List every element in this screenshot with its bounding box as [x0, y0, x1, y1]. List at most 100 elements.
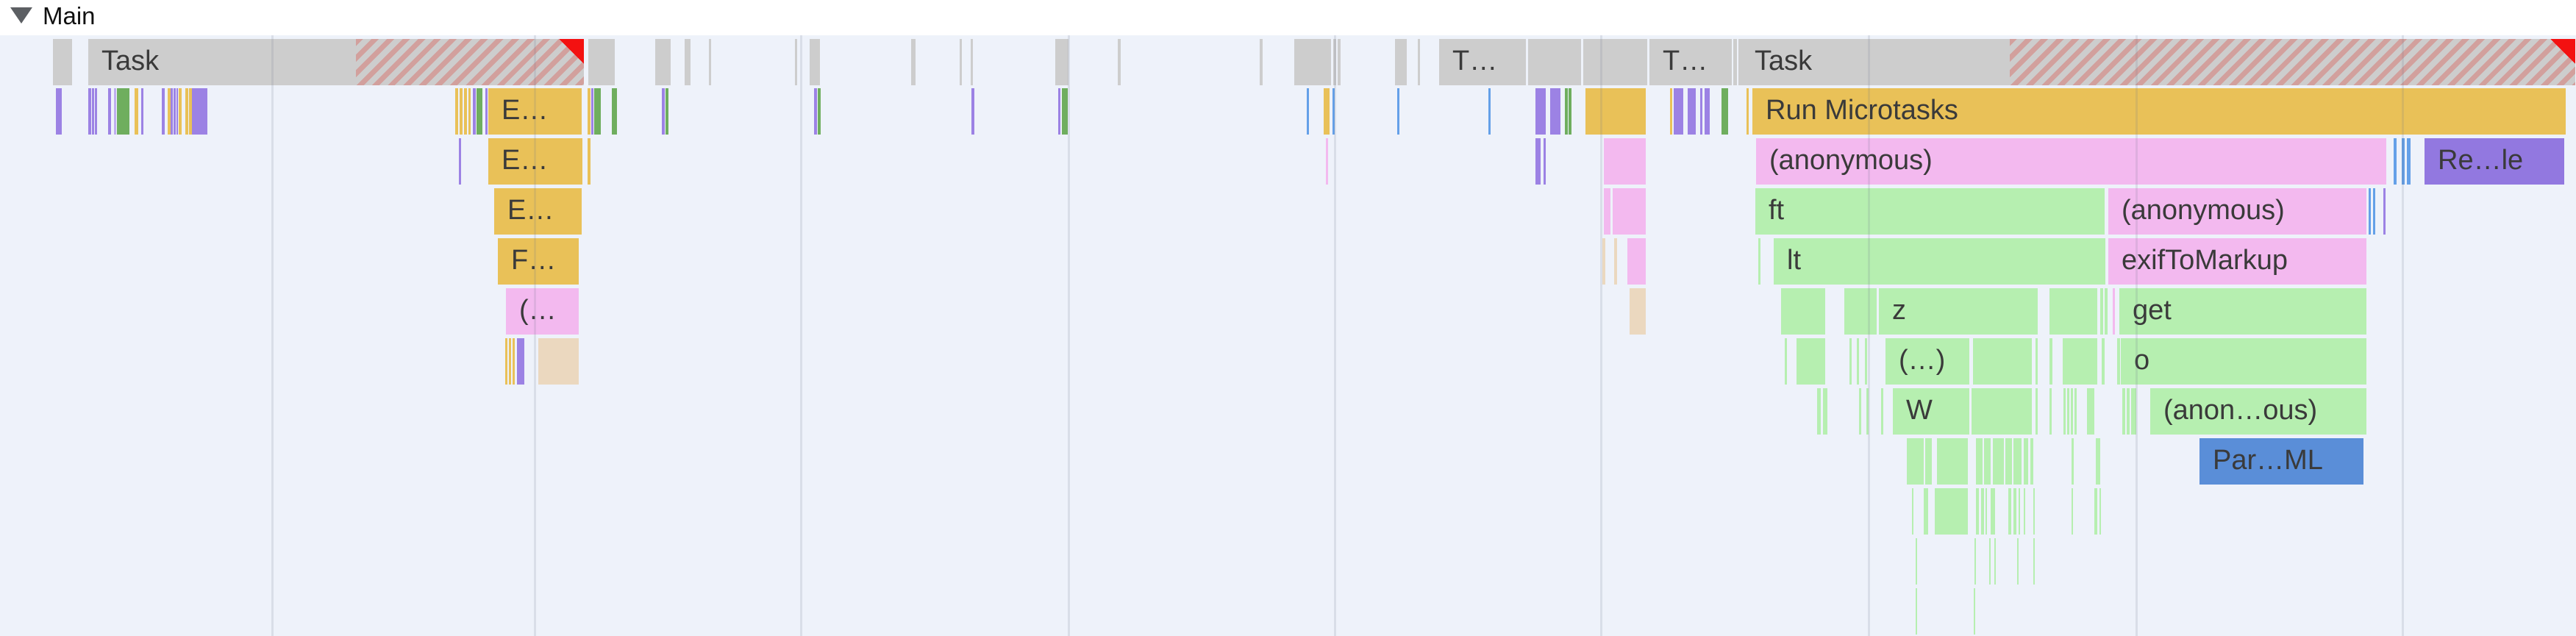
flame-sliver[interactable]	[2131, 388, 2136, 435]
flame-sliver[interactable]	[1700, 88, 1702, 135]
flame-sliver[interactable]	[2117, 338, 2120, 385]
task-bar[interactable]	[810, 39, 820, 85]
flame-sliver[interactable]	[2005, 438, 2012, 485]
flame-sliver[interactable]	[1332, 88, 1335, 135]
flame-sliver[interactable]	[1912, 488, 1913, 535]
flame-sliver[interactable]	[1865, 338, 1867, 385]
frame-anonymous[interactable]: (anonymous)	[1756, 138, 2386, 185]
flame-sliver[interactable]	[1688, 88, 1696, 135]
frame-e[interactable]: E…	[488, 88, 582, 135]
flame-sliver[interactable]	[2049, 338, 2052, 385]
task-bar[interactable]	[53, 39, 72, 85]
frame-anon-ous[interactable]: (anon…ous)	[2150, 388, 2366, 435]
flame-sliver[interactable]	[2122, 388, 2125, 435]
frame-frame[interactable]: (…)	[1885, 338, 1969, 385]
flame-sliver[interactable]	[1324, 88, 1330, 135]
flame-sliver[interactable]	[92, 88, 94, 135]
flame-sliver[interactable]	[594, 88, 601, 135]
flame-sliver[interactable]	[1881, 388, 1883, 435]
flame-sliver[interactable]	[1924, 488, 1928, 535]
flame-sliver[interactable]	[459, 138, 461, 185]
flame-sliver[interactable]	[1585, 88, 1646, 135]
flame-sliver[interactable]	[117, 88, 129, 135]
flame-sliver[interactable]	[2113, 288, 2115, 335]
flame-sliver[interactable]	[1604, 138, 1646, 185]
frame-e[interactable]: E…	[488, 138, 582, 185]
frame-task[interactable]: Task	[88, 39, 584, 85]
flame-sliver[interactable]	[135, 88, 138, 135]
flame-sliver[interactable]	[2024, 438, 2028, 485]
flame-sliver[interactable]	[1326, 138, 1328, 185]
task-bar[interactable]	[1055, 39, 1068, 85]
flame-sliver[interactable]	[1550, 88, 1560, 135]
flame-sliver[interactable]	[2071, 388, 2073, 435]
flame-sliver[interactable]	[1569, 88, 1571, 135]
flame-sliver[interactable]	[95, 88, 97, 135]
flame-sliver[interactable]	[1705, 88, 1710, 135]
flame-sliver[interactable]	[1823, 388, 1827, 435]
frame-run-microtasks[interactable]: Run Microtasks	[1752, 88, 2566, 135]
flame-sliver[interactable]	[176, 88, 178, 135]
flame-sliver[interactable]	[1993, 438, 2004, 485]
flame-sliver[interactable]	[1907, 438, 1924, 485]
flame-sliver[interactable]	[588, 88, 591, 135]
collapse-arrow-icon[interactable]	[10, 7, 32, 24]
flame-sliver[interactable]	[168, 88, 171, 135]
flame-sliver[interactable]	[2019, 488, 2020, 535]
frame-re-le[interactable]: Re…le	[2425, 138, 2564, 185]
flame-sliver[interactable]	[1785, 338, 1787, 385]
flame-sliver[interactable]	[538, 338, 579, 385]
flame-sliver[interactable]	[1565, 88, 1568, 135]
frame-t[interactable]: T…	[1649, 39, 1732, 85]
flame-sliver[interactable]	[1925, 438, 1932, 485]
flame-sliver[interactable]	[2036, 388, 2038, 435]
flame-sliver[interactable]	[108, 88, 111, 135]
flame-sliver[interactable]	[1722, 88, 1728, 135]
flame-sliver[interactable]	[1849, 338, 1852, 385]
task-bar[interactable]	[1333, 39, 1336, 85]
flame-sliver[interactable]	[88, 88, 91, 135]
frame-task[interactable]: Task	[1741, 39, 2575, 85]
flame-sliver[interactable]	[56, 88, 62, 135]
task-bar[interactable]	[1583, 39, 1647, 85]
flame-sliver[interactable]	[2008, 488, 2011, 535]
frame-t[interactable]: T…	[1439, 39, 1526, 85]
flame-sliver[interactable]	[2033, 538, 2035, 585]
flame-sliver[interactable]	[1976, 438, 1983, 485]
flame-sliver[interactable]	[1544, 138, 1546, 185]
flame-sliver[interactable]	[2087, 388, 2094, 435]
flame-sliver[interactable]	[1613, 188, 1646, 235]
flame-sliver[interactable]	[2036, 338, 2038, 385]
flame-sliver[interactable]	[460, 88, 463, 135]
flame-sliver[interactable]	[2063, 388, 2066, 435]
flame-sliver[interactable]	[1627, 238, 1646, 285]
flame-sliver[interactable]	[513, 338, 515, 385]
flame-sliver[interactable]	[1935, 488, 1968, 535]
flame-sliver[interactable]	[171, 88, 173, 135]
flame-sliver[interactable]	[1758, 238, 1760, 285]
flame-sliver[interactable]	[818, 88, 821, 135]
flame-sliver[interactable]	[1630, 288, 1646, 335]
flame-sliver[interactable]	[1604, 188, 1610, 235]
frame-e[interactable]: E…	[494, 188, 582, 235]
frame-o[interactable]: o	[2121, 338, 2366, 385]
task-bar[interactable]	[588, 39, 615, 85]
flame-sliver[interactable]	[666, 88, 668, 135]
flame-sliver[interactable]	[2033, 488, 2035, 535]
frame-par-ml[interactable]: Par…ML	[2199, 438, 2363, 485]
flame-sliver[interactable]	[588, 138, 591, 185]
flame-sliver[interactable]	[174, 88, 176, 135]
flame-sliver[interactable]	[2049, 288, 2097, 335]
flame-sliver[interactable]	[192, 88, 207, 135]
frame-get[interactable]: get	[2119, 288, 2366, 335]
flame-sliver[interactable]	[1866, 388, 1869, 435]
flame-sliver[interactable]	[2074, 388, 2077, 435]
flame-sliver[interactable]	[1937, 438, 1968, 485]
flame-sliver[interactable]	[2407, 138, 2411, 185]
flame-sliver[interactable]	[1307, 88, 1309, 135]
flame-sliver[interactable]	[1614, 238, 1617, 285]
task-bar[interactable]	[1733, 39, 1737, 85]
flame-sliver[interactable]	[1674, 88, 1683, 135]
flame-sliver[interactable]	[971, 88, 974, 135]
flame-sliver[interactable]	[1972, 388, 2032, 435]
